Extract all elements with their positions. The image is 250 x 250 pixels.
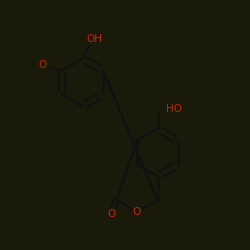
Text: O: O (107, 209, 116, 219)
Text: OH: OH (86, 34, 102, 44)
Text: O: O (38, 60, 47, 70)
Text: HO: HO (166, 104, 182, 114)
Text: O: O (133, 207, 141, 217)
